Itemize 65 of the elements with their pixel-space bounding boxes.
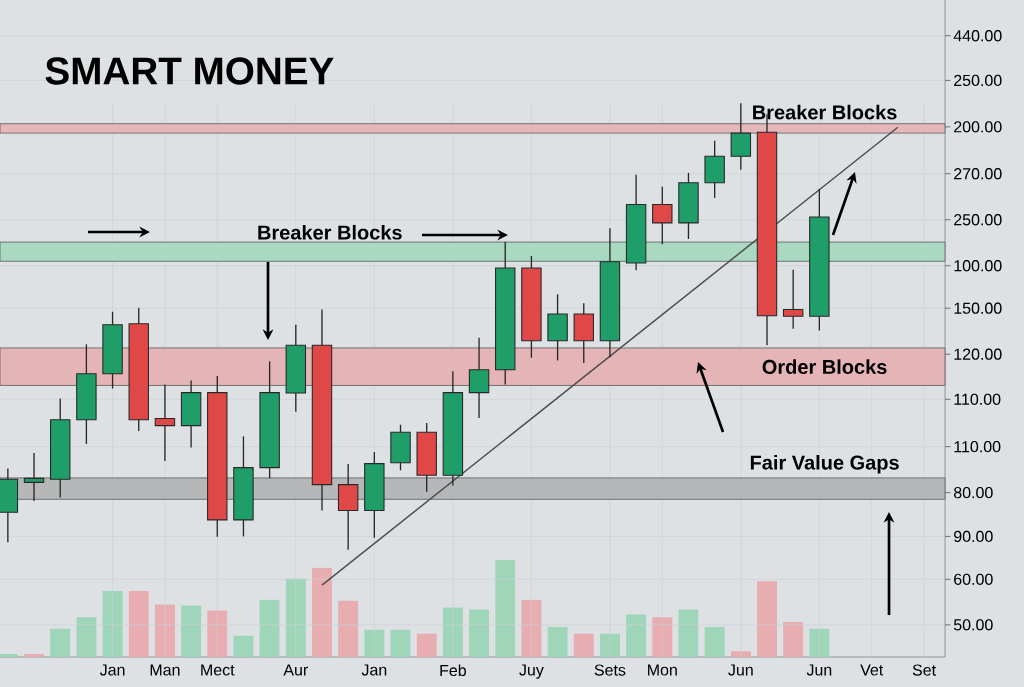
bar: [390, 629, 411, 657]
bar: [547, 626, 568, 657]
x-tick-label: Sets: [594, 664, 626, 676]
bar: [757, 581, 777, 657]
text: 150.00: [954, 302, 1002, 314]
text: 200.00: [954, 121, 1002, 133]
text: 80.00: [953, 486, 993, 499]
x-tick-label: Man: [150, 664, 180, 676]
bar: [207, 610, 228, 657]
x-tick-label: Set: [912, 664, 936, 676]
chart-title: SMART MONEY: [45, 57, 334, 85]
bar: [181, 605, 202, 657]
band-label: Order Blocks: [762, 359, 887, 375]
candlestick: [730, 102, 752, 171]
text: 120.00: [954, 348, 1002, 360]
x-tick-label: Feb: [440, 664, 466, 677]
bar: [573, 633, 594, 657]
candlestick: [154, 383, 176, 462]
text: 250.00: [954, 74, 1002, 87]
bar: [338, 600, 359, 657]
x-tick-label: Jan: [99, 664, 125, 676]
bar: [285, 578, 306, 657]
bar: [678, 609, 699, 657]
bar: [102, 591, 123, 657]
bar: [495, 559, 516, 657]
annotation: Breaker Blocks: [258, 224, 402, 240]
x-tick-label: Jun: [728, 664, 753, 676]
text: 50.00: [953, 619, 993, 631]
x-tick-label: Mon: [648, 664, 677, 676]
bar: [809, 628, 830, 657]
bar: [233, 635, 254, 657]
text: 100.00: [954, 260, 1002, 272]
bar: [24, 654, 45, 657]
x-tick-label: Jan: [361, 664, 387, 676]
text: 110.00: [954, 393, 1001, 405]
bar: [76, 617, 97, 657]
text: 60.00: [954, 573, 993, 585]
text: 90.00: [954, 530, 993, 543]
x-tick-label: Mect: [201, 664, 235, 676]
bar: [416, 633, 437, 657]
bar: [783, 622, 804, 657]
bar: [652, 617, 673, 657]
band-label: Fair Value Gaps: [750, 454, 899, 474]
candlestick: [468, 336, 490, 419]
candlestick: [782, 269, 804, 330]
candlestick: [23, 452, 45, 502]
text: 110.00: [954, 440, 1001, 453]
text: 270.00: [954, 168, 1002, 180]
bar: [50, 628, 71, 657]
bar: [128, 591, 149, 657]
text: 440.00: [953, 30, 1002, 42]
bar: [521, 599, 542, 657]
x-tick-label: Vet: [860, 664, 884, 676]
bar: [259, 599, 280, 657]
band-label: Breaker Blocks: [753, 104, 897, 120]
x-tick-label: Jun: [806, 664, 832, 676]
bar: [704, 626, 725, 657]
bar: [626, 614, 647, 657]
bar: [730, 651, 751, 657]
candlestick: [652, 186, 673, 245]
x-tick-label: Juy: [519, 664, 544, 679]
x-tick-label: Aur: [283, 664, 308, 676]
bar: [469, 609, 490, 657]
bar: [311, 567, 332, 657]
text: 250.00: [954, 214, 1002, 226]
